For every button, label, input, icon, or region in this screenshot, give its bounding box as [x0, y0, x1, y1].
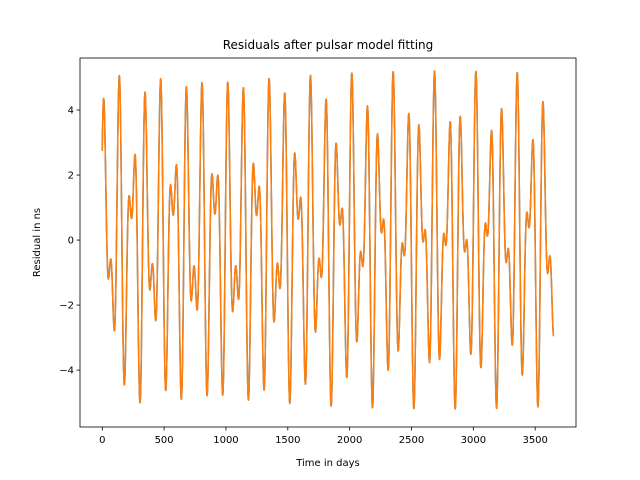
- axes-frame: [79, 57, 577, 428]
- x-tick-label: 1500: [275, 435, 300, 446]
- x-axis-label: Time in days: [295, 458, 360, 469]
- x-tick-label: 3500: [522, 435, 547, 446]
- x-tick-label: 2500: [399, 435, 424, 446]
- y-tick-label: −4: [59, 366, 74, 377]
- plot-area: [79, 57, 577, 428]
- y-axis-ticks: −4 −2 0 2 4: [59, 106, 80, 377]
- chart-title: Residuals after pulsar model fitting: [223, 38, 434, 52]
- y-tick-label: 2: [68, 171, 74, 182]
- y-axis-label: Residual in ns: [32, 208, 43, 277]
- series-line-1: [101, 70, 555, 410]
- y-tick-label: 0: [68, 236, 74, 247]
- x-axis-ticks: 0 500 1000 1500 2000 2500 3000 3500: [99, 427, 548, 446]
- x-tick-label: 2000: [337, 435, 362, 446]
- y-tick-label: −2: [59, 301, 74, 312]
- x-tick-label: 0: [99, 435, 105, 446]
- y-tick-label: 4: [68, 106, 74, 117]
- series-layer: [101, 70, 555, 410]
- x-tick-label: 1000: [213, 435, 238, 446]
- x-tick-label: 500: [155, 435, 174, 446]
- x-tick-label: 3000: [461, 435, 486, 446]
